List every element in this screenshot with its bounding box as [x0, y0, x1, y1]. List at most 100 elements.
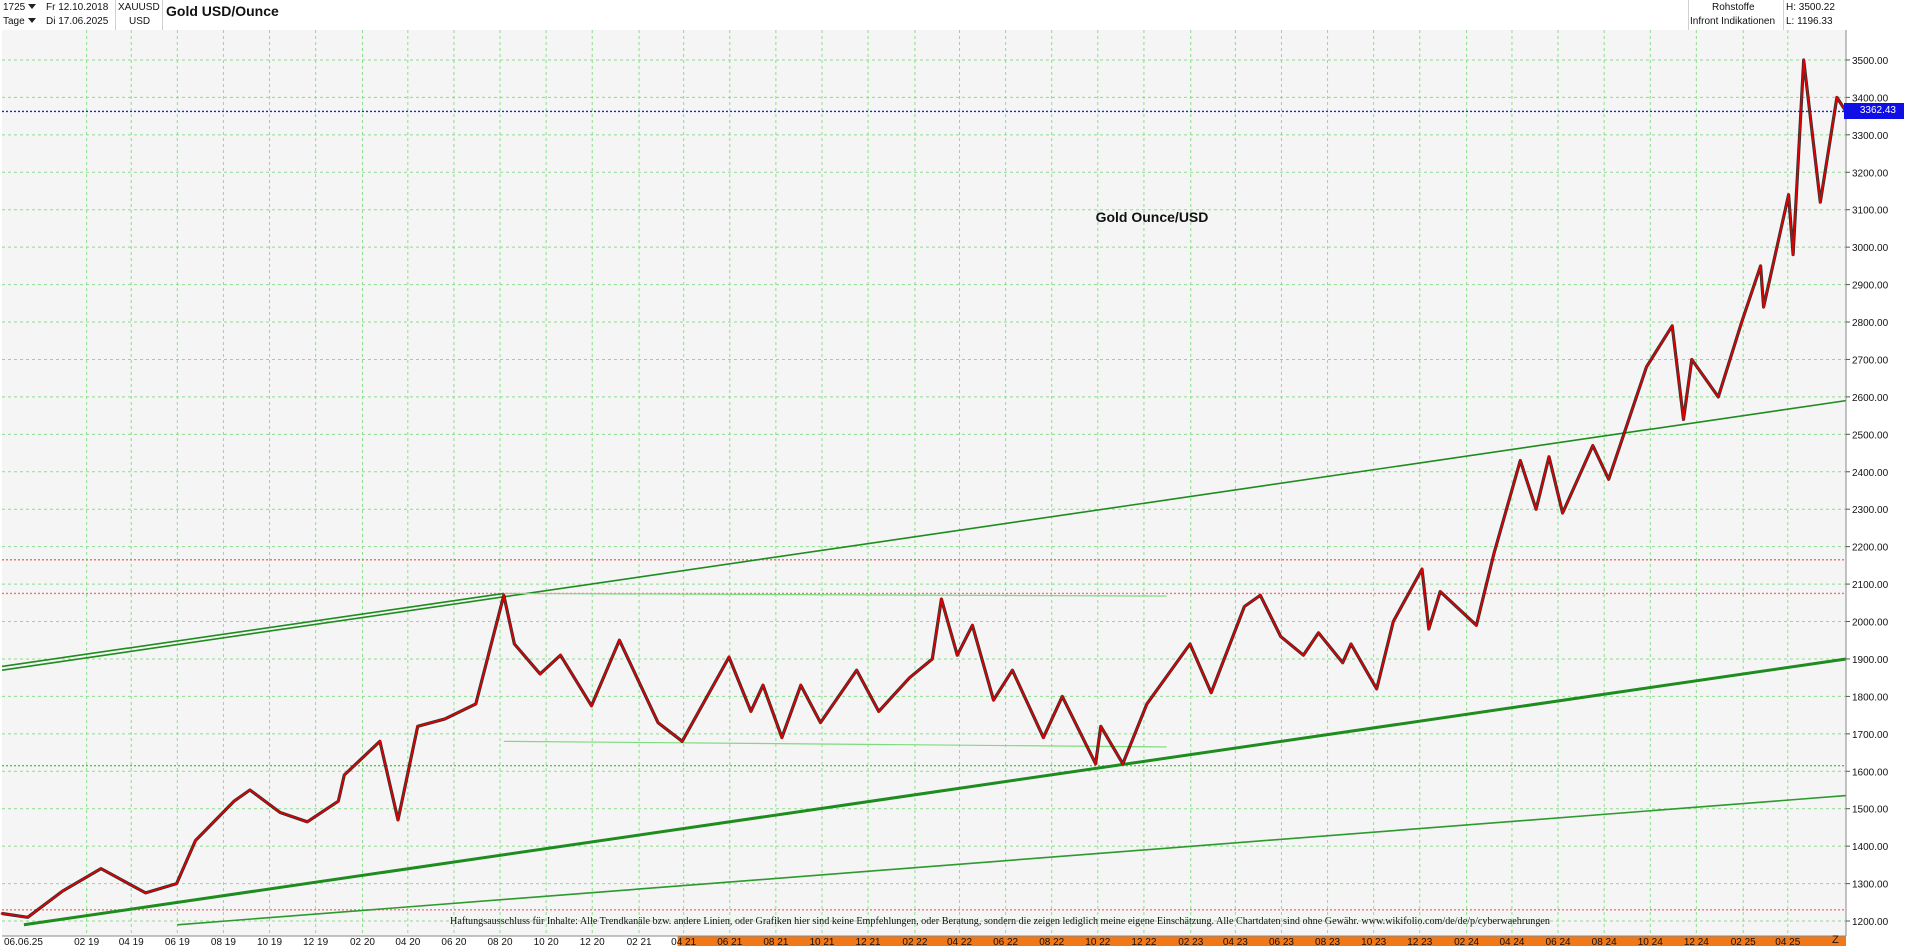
price-point	[1209, 691, 1213, 694]
x-axis-tick-label: 12 22	[1131, 937, 1156, 948]
trend-line	[503, 592, 1167, 597]
chevron-down-icon	[28, 4, 37, 10]
price-point	[1759, 264, 1762, 268]
price-point	[248, 788, 252, 792]
x-axis-tick-label: 04 19	[119, 937, 144, 948]
disclaimer-text: Haftungsausschluss für Inhalte: Alle Tre…	[450, 916, 1550, 927]
price-point	[1145, 702, 1149, 706]
y-axis-tick-label: 1900.00	[1852, 655, 1889, 666]
price-point	[590, 704, 593, 708]
y-axis-tick-label: 2700.00	[1852, 355, 1889, 366]
price-point	[1591, 444, 1595, 447]
price-point	[1561, 511, 1564, 515]
symbol-id: 1725	[3, 2, 26, 13]
start-date[interactable]: Fr 12.10.2018	[46, 2, 109, 13]
price-point	[761, 683, 765, 687]
highlighted-band	[677, 936, 1846, 946]
trend-line	[23, 657, 1847, 927]
zoom-corner[interactable]: Z	[1832, 934, 1839, 946]
x-axis-tick-label: 02 19	[74, 937, 99, 948]
y-axis-tick-label: 2500.00	[1852, 430, 1889, 441]
symbol-selector[interactable]: 1725	[3, 2, 39, 13]
instrument-title: Gold USD/Ounce	[166, 3, 279, 19]
high-label: H: 3500.22	[1786, 2, 1835, 13]
x-axis-tick-label: 06 24	[1546, 937, 1571, 948]
period-label: Tage	[3, 16, 25, 27]
x-axis-tick-label: 10 21	[809, 937, 834, 948]
price-point	[1819, 200, 1822, 204]
x-axis-tick-label: 02 21	[627, 937, 652, 948]
trend-lines	[1, 399, 1847, 927]
price-point	[819, 721, 822, 724]
x-axis-tick-label: 04 21	[671, 937, 696, 948]
y-axis-tick-label: 1300.00	[1852, 880, 1889, 891]
y-axis-tick-label: 1700.00	[1852, 730, 1889, 741]
x-axis-tick-label: 04 25	[1775, 937, 1800, 948]
price-point	[940, 597, 943, 601]
header-divider	[162, 0, 163, 30]
x-axis-tick-label: 08 20	[488, 937, 513, 948]
price-point	[727, 655, 731, 659]
y-axis-tick-label: 3000.00	[1852, 243, 1889, 254]
price-point	[1670, 324, 1674, 328]
header-divider	[1783, 0, 1784, 30]
x-axis-tick-label: 06 21	[717, 937, 742, 948]
price-point	[1042, 736, 1045, 739]
price-point	[618, 638, 621, 642]
horizontal-levels	[2, 110, 1846, 911]
end-date[interactable]: Di 17.06.2025	[46, 16, 109, 27]
price-point	[780, 736, 784, 739]
x-axis-tick-label: 02 25	[1731, 937, 1756, 948]
x-axis-tick-label: 04 22	[947, 937, 972, 948]
x-axis-tick-label: 12 20	[580, 937, 605, 948]
x-axis-tick-label: 12 23	[1407, 937, 1432, 948]
y-axis-tick-label: 2900.00	[1852, 281, 1889, 292]
x-axis-tick-label: 02 23	[1178, 937, 1203, 948]
price-point	[306, 820, 309, 824]
highlight-band	[677, 936, 1846, 946]
price-point	[1534, 507, 1538, 511]
price-point	[1835, 96, 1839, 99]
y-axis-tick-label: 1500.00	[1852, 805, 1889, 816]
price-point	[799, 683, 803, 687]
x-axis-tick-label: 04 23	[1223, 937, 1248, 948]
price-point	[378, 740, 382, 743]
period-selector[interactable]: Tage	[3, 16, 39, 27]
header-divider	[115, 0, 116, 30]
price-point	[908, 676, 911, 679]
price-point	[1420, 567, 1424, 571]
x-axis-tick-label: 12 19	[303, 937, 328, 948]
price-point	[474, 702, 478, 706]
price-point	[1099, 725, 1103, 728]
y-axis-tick-label: 3100.00	[1852, 206, 1889, 217]
x-axis-tick-label: 10 24	[1638, 937, 1663, 948]
price-point	[1802, 58, 1805, 62]
x-axis-tick-label: 08 24	[1592, 937, 1617, 948]
trend-line	[1, 592, 504, 668]
grid-lines	[2, 30, 1846, 936]
price-point	[0, 912, 4, 915]
y-axis-tick-label: 3200.00	[1852, 168, 1889, 179]
price-point	[1375, 687, 1378, 691]
trend-line	[177, 794, 1847, 926]
price-point	[1787, 193, 1790, 196]
price-point	[396, 818, 400, 822]
y-axis-tick-label: 3300.00	[1852, 131, 1889, 142]
x-axis-tick-label: 08 21	[763, 937, 788, 948]
price-point	[1762, 305, 1765, 309]
last-price-marker: 3362.43	[1844, 103, 1904, 119]
y-axis: 1200.00 1300.00 1400.00 1500.00 1600.00 1700.…	[1845, 30, 1889, 936]
price-point	[1547, 455, 1551, 459]
price-point	[749, 710, 753, 713]
price-point	[337, 799, 340, 803]
price-point	[343, 773, 346, 777]
x-axis-tick-label: 06.06.25	[4, 937, 43, 948]
price-point	[992, 698, 995, 702]
price-point	[956, 653, 959, 657]
x-axis-tick-label: 02 22	[902, 937, 927, 948]
price-point	[1094, 762, 1097, 766]
y-axis-tick-label: 2800.00	[1852, 318, 1889, 329]
y-axis-tick-label: 2200.00	[1852, 543, 1889, 554]
